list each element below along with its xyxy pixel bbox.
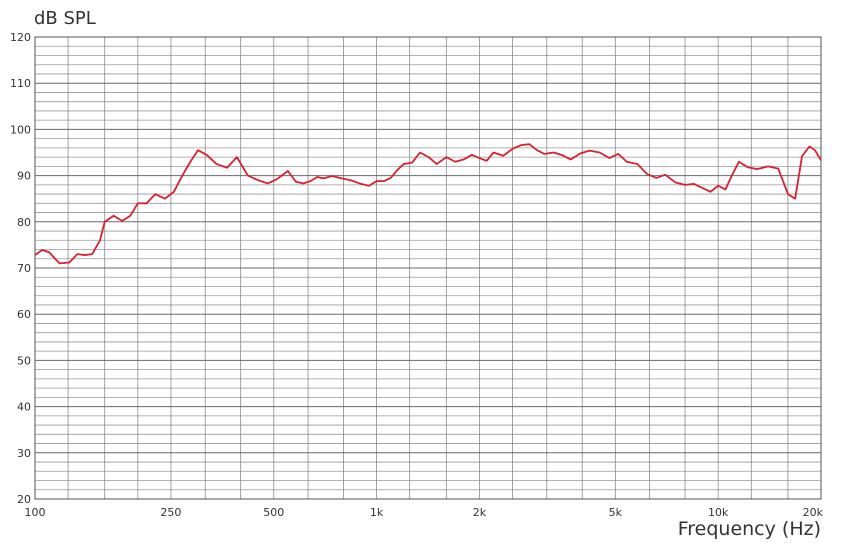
y-tick-label: 90 — [17, 170, 31, 183]
y-tick-label: 60 — [17, 308, 31, 321]
y-tick-label: 70 — [17, 262, 31, 275]
y-tick-label: 20 — [17, 493, 31, 506]
plot-frame — [34, 36, 822, 500]
x-axis-label: Frequency (Hz) — [677, 518, 821, 540]
response-curve — [34, 143, 822, 265]
y-tick-labels: 20 30 40 50 60 70 80 90 100 110 120 — [10, 31, 31, 506]
x-tick-label: 100 — [25, 506, 46, 519]
grid-major — [35, 36, 821, 500]
y-tick-label: 110 — [10, 77, 31, 90]
x-tick-label: 500 — [263, 506, 284, 519]
x-tick-labels: 100 250 500 1k 2k 5k 10k 20k — [25, 506, 824, 519]
grid-minor — [34, 37, 822, 499]
x-tick-label: 250 — [160, 506, 181, 519]
y-tick-label: 100 — [10, 123, 31, 136]
x-tick-label: 5k — [609, 506, 623, 519]
x-tick-label: 20k — [803, 506, 824, 519]
x-tick-label: 10k — [708, 506, 729, 519]
y-tick-label: 30 — [17, 447, 31, 460]
x-tick-label: 1k — [370, 506, 384, 519]
y-tick-label: 80 — [17, 216, 31, 229]
y-tick-label: 40 — [17, 401, 31, 414]
y-axis-label: dB SPL — [34, 8, 96, 29]
x-tick-label: 2k — [473, 506, 487, 519]
y-tick-label: 120 — [10, 31, 31, 44]
y-tick-label: 50 — [17, 354, 31, 367]
